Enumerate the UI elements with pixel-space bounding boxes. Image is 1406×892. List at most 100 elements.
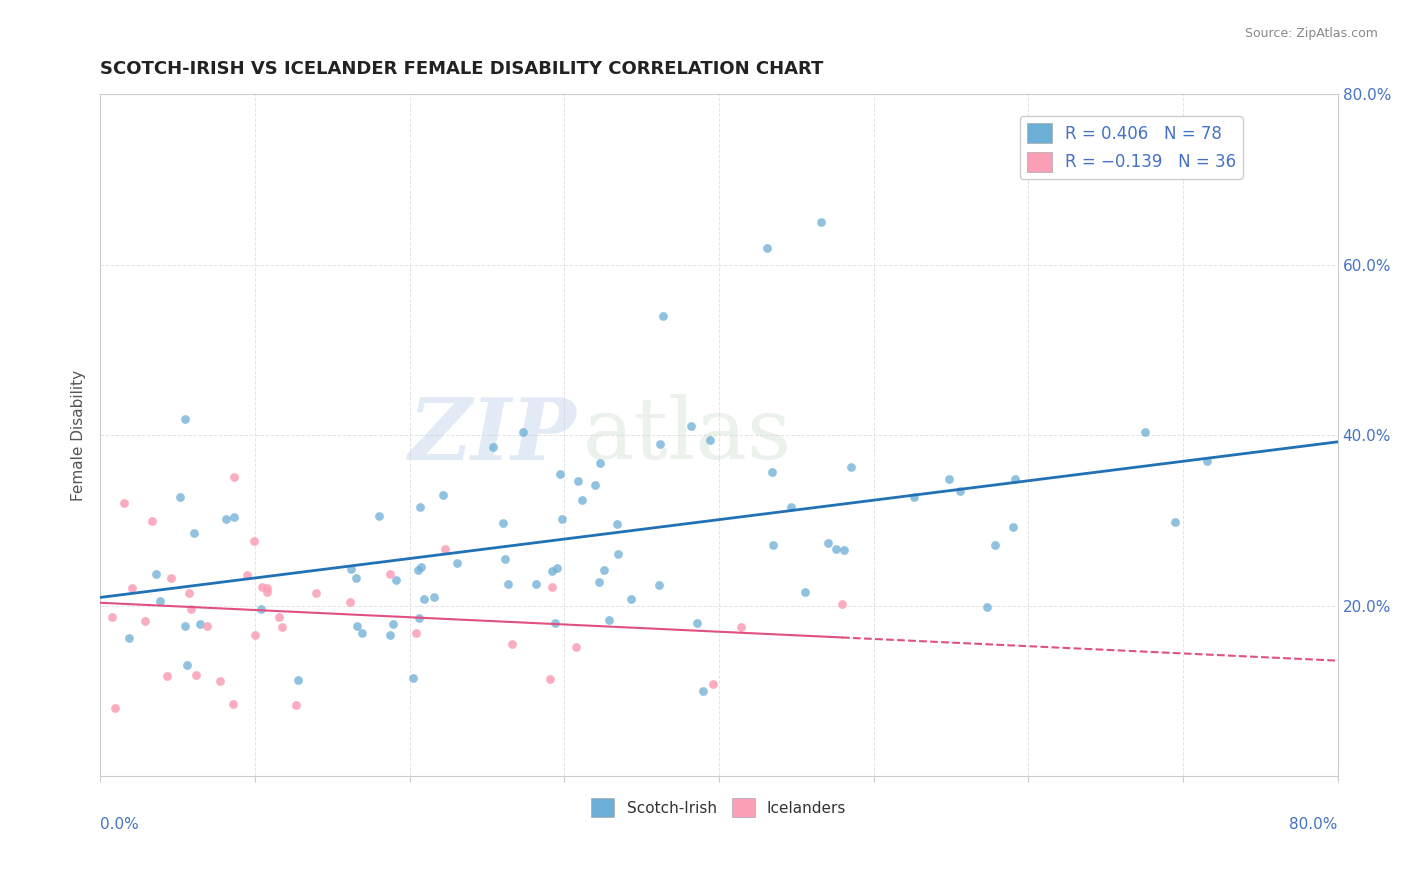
Point [538,672,561,686]
Text: 80.0%: 80.0% [1289,817,1337,832]
Point [350,626,373,640]
Point [598,613,620,627]
Point [567,475,589,489]
Point [112,496,135,510]
Point [339,562,361,576]
Point [169,490,191,504]
Point [235,568,257,582]
Point [976,600,998,615]
Point [492,516,515,530]
Point [699,433,721,447]
Point [408,500,430,514]
Point [100,609,122,624]
Point [607,547,630,561]
Point [432,488,454,502]
Point [761,465,783,479]
Point [381,616,404,631]
Point [1135,425,1157,439]
Point [446,556,468,570]
Point [1001,520,1024,534]
Point [423,590,446,604]
Point [222,697,245,711]
Point [406,563,429,577]
Point [1004,472,1026,486]
Point [380,566,402,581]
Point [681,419,703,434]
Point [648,578,671,592]
Point [385,573,408,587]
Point [250,602,273,616]
Point [824,541,846,556]
Point [412,591,434,606]
Point [589,457,612,471]
Point [215,512,238,526]
Point [183,525,205,540]
Point [831,597,853,611]
Point [173,411,195,425]
Point [134,614,156,628]
Point [104,701,127,715]
Point [186,667,208,681]
Point [344,571,367,585]
Text: atlas: atlas [582,393,792,477]
Point [305,586,328,600]
Point [1163,516,1185,530]
Point [155,669,177,683]
Point [434,542,457,557]
Point [730,620,752,634]
Point [565,640,588,654]
Legend: Scotch-Irish, Icelanders: Scotch-Irish, Icelanders [585,792,852,823]
Point [256,581,278,595]
Text: SCOTCH-IRISH VS ICELANDER FEMALE DISABILITY CORRELATION CHART: SCOTCH-IRISH VS ICELANDER FEMALE DISABIL… [100,60,824,78]
Point [756,241,779,255]
Text: ZIP: ZIP [409,393,576,477]
Point [650,437,672,451]
Point [619,592,641,607]
Point [686,616,709,631]
Point [482,441,505,455]
Point [548,467,571,481]
Point [269,610,291,624]
Point [794,585,817,599]
Point [810,215,832,229]
Point [177,586,200,600]
Point [245,628,267,642]
Point [524,577,547,591]
Point [402,671,425,685]
Point [222,510,245,524]
Point [121,581,143,595]
Point [1195,454,1218,468]
Point [176,657,198,672]
Point [588,574,610,589]
Point [938,472,960,486]
Point [243,533,266,548]
Text: Source: ZipAtlas.com: Source: ZipAtlas.com [1244,27,1378,40]
Point [550,512,572,526]
Point [141,514,163,528]
Point [494,552,516,566]
Point [540,564,562,578]
Point [903,490,925,504]
Point [408,611,430,625]
Point [287,673,309,688]
Point [173,619,195,633]
Point [512,425,534,440]
Point [540,580,562,594]
Point [692,684,714,698]
Point [160,571,183,585]
Point [496,576,519,591]
Point [583,478,606,492]
Point [606,517,628,532]
Point [195,618,218,632]
Point [780,500,803,515]
Text: 0.0%: 0.0% [100,817,139,832]
Point [762,537,785,551]
Point [180,602,202,616]
Point [367,508,389,523]
Point [834,543,856,558]
Point [117,632,139,646]
Point [405,626,427,640]
Point [188,616,211,631]
Point [346,619,368,633]
Point [252,581,274,595]
